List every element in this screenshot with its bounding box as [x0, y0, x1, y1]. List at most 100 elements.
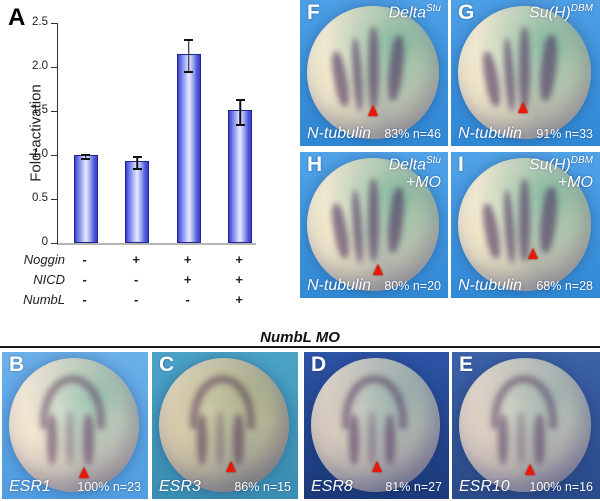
red-arrowhead: [524, 463, 535, 475]
condition-label: NumbL: [23, 292, 65, 307]
genotype-name: Su(H): [528, 156, 571, 174]
embryo-image: [458, 157, 592, 291]
stats-label: 91% n=33: [536, 127, 593, 141]
condition-sign: -: [134, 292, 139, 307]
y-axis-tick: [51, 242, 58, 244]
panel-letter: E: [459, 353, 474, 376]
error-bar-2: [132, 155, 142, 171]
probe-label: ESR10: [459, 478, 510, 495]
stain-marking: [502, 189, 517, 264]
stain-marking: [190, 375, 256, 429]
panel-d: D ESR8 81% n=27: [304, 352, 449, 499]
stain-marking: [216, 411, 225, 465]
condition-sign: +: [235, 252, 243, 267]
genotype-name: Delta: [388, 156, 426, 174]
numbl-mo-divider-line: [0, 346, 600, 348]
stain-marking: [350, 189, 366, 263]
stain-marking: [384, 414, 396, 465]
y-axis-tick: [51, 66, 58, 68]
y-axis-tick: [51, 22, 58, 24]
stain-marking: [480, 50, 503, 108]
genotype-label: Su(H)DBM: [529, 3, 593, 22]
y-axis-tick-label: 0.5: [32, 192, 48, 204]
bar-1: [73, 155, 98, 243]
red-arrowhead: [226, 460, 237, 472]
stats-label: 68% n=28: [536, 279, 593, 293]
stain-marking: [534, 414, 545, 465]
condition-sign: +: [235, 292, 243, 307]
panel-letter: C: [159, 353, 175, 376]
stain-marking: [537, 186, 559, 255]
probe-label: N-tubulin: [307, 125, 372, 142]
condition-sign: -: [134, 272, 139, 287]
error-bar-3: [184, 38, 194, 73]
condition-sign: +: [183, 272, 192, 287]
condition-sign: -: [82, 252, 87, 267]
condition-sign: -: [185, 292, 190, 307]
stain-marking: [196, 414, 208, 465]
panel-h: H DeltaStu +MO N-tubulin 80% n=20: [300, 152, 448, 298]
stain-marking: [368, 411, 376, 465]
stain-marking: [328, 202, 352, 260]
probe-label: N-tubulin: [458, 277, 523, 294]
stain-marking: [367, 27, 379, 110]
stats-label: 81% n=27: [385, 480, 442, 494]
numbl-mo-title: NumbL MO: [260, 329, 340, 346]
genotype-label: Su(H)DBM: [529, 155, 593, 174]
panel-letter: D: [311, 353, 327, 376]
embryo-image: [307, 5, 440, 139]
genotype-label: DeltaStu: [389, 155, 441, 174]
genotype-superscript: DBM: [570, 3, 593, 14]
red-arrowhead: [372, 264, 383, 276]
red-arrowhead: [518, 102, 529, 114]
panel-letter: I: [458, 153, 464, 176]
y-axis-tick: [51, 110, 58, 112]
red-arrowhead: [79, 466, 90, 478]
stain-marking: [66, 411, 75, 465]
condition-label: NICD: [33, 272, 65, 287]
genotype-superscript: Stu: [425, 155, 441, 166]
panel-letter: G: [458, 1, 475, 24]
condition-sign: +: [235, 272, 243, 287]
stats-label: 100% n=23: [77, 480, 141, 494]
stain-marking: [519, 27, 531, 110]
stain-marking: [40, 375, 106, 429]
stain-marking: [491, 375, 557, 429]
condition-label: Noggin: [23, 252, 65, 267]
stain-marking: [328, 50, 352, 108]
panel-letter: F: [307, 1, 320, 24]
stain-marking: [517, 411, 526, 465]
probe-label: N-tubulin: [307, 277, 372, 294]
bar-chart-plot-area: 0 0.5 1.0 1.5 2.0 2.5: [32, 16, 256, 248]
panel-g: G Su(H)DBM N-tubulin 91% n=33: [451, 0, 600, 146]
condition-row: NICD - - + +: [0, 272, 270, 290]
stain-marking: [367, 179, 379, 262]
probe-label: ESR3: [159, 478, 201, 495]
red-arrowhead: [368, 105, 379, 117]
stain-marking: [342, 375, 407, 429]
panel-a: A Fold-activation 0 0.5 1.0 1.5 2.0 2.5 Noggi…: [0, 0, 300, 330]
bar-4: [228, 110, 253, 243]
embryo-image: [159, 357, 290, 492]
condition-sign: +: [183, 252, 192, 267]
stain-marking: [519, 179, 531, 262]
morpholino-label: +MO: [405, 174, 441, 191]
y-axis-label: Fold-activation: [27, 84, 45, 182]
panel-a-letter: A: [8, 4, 26, 31]
panel-i: I Su(H)DBM +MO N-tubulin 68% n=28: [451, 152, 600, 298]
stain-marking: [480, 202, 503, 260]
morpholino-label: +MO: [557, 174, 593, 191]
bar-3: [176, 53, 201, 243]
stain-marking: [502, 37, 517, 112]
stats-label: 83% n=46: [384, 127, 441, 141]
stain-marking: [83, 414, 94, 465]
stain-marking: [46, 414, 58, 465]
embryo-image: [9, 357, 140, 492]
y-axis-tick-label: 1.5: [32, 104, 48, 116]
y-axis-tick: [51, 154, 58, 156]
condition-sign: +: [132, 252, 140, 267]
y-axis-tick-label: 2.5: [32, 16, 48, 28]
y-axis-tick-label: 0: [41, 236, 48, 248]
stats-label: 86% n=15: [234, 480, 291, 494]
